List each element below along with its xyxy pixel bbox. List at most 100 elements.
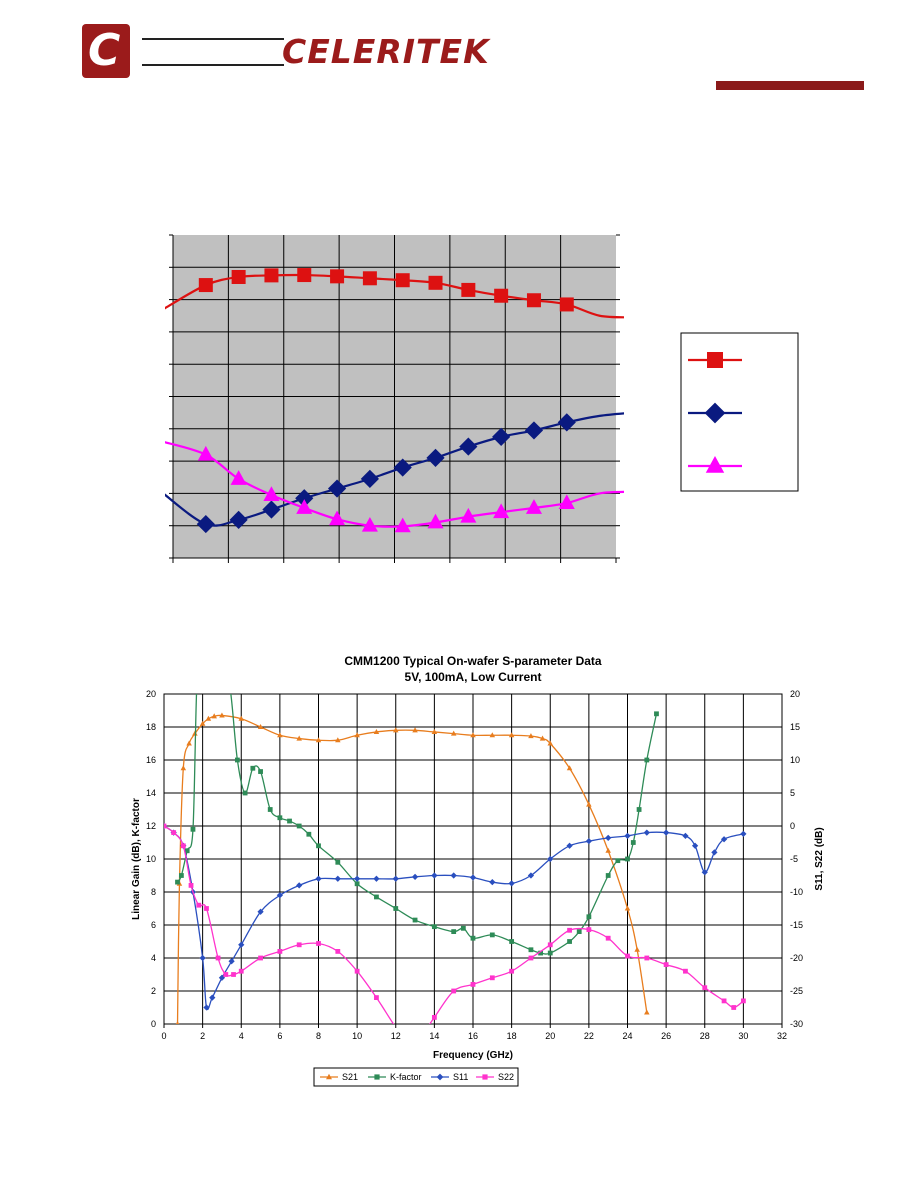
- y-tick-label: 10: [146, 854, 156, 864]
- legend-marker: [705, 456, 725, 473]
- data-point: [287, 818, 292, 824]
- data-point: [412, 727, 418, 733]
- data-point: [257, 724, 264, 730]
- y2-tick-label: 0: [790, 821, 795, 831]
- data-point: [227, 683, 232, 688]
- data-point: [263, 486, 280, 501]
- data-point: [586, 801, 592, 807]
- y-tick-label: 2: [151, 986, 156, 996]
- data-point: [393, 458, 412, 477]
- data-point: [199, 720, 206, 726]
- data-point: [276, 892, 283, 899]
- data-point: [258, 769, 263, 774]
- data-point: [354, 881, 360, 887]
- data-point: [731, 1005, 737, 1010]
- data-point: [528, 947, 534, 953]
- data-point: [196, 902, 202, 908]
- data-point: [394, 517, 411, 533]
- data-point: [215, 955, 221, 961]
- data-point: [615, 858, 621, 864]
- x-tick-label: 6: [277, 1031, 282, 1041]
- data-point: [566, 765, 573, 771]
- data-point: [258, 955, 263, 961]
- data-point: [190, 826, 196, 832]
- data-point: [624, 905, 631, 911]
- data-point: [277, 815, 283, 821]
- data-point: [315, 875, 322, 882]
- data-point: [644, 955, 650, 961]
- data-point: [585, 838, 592, 845]
- data-point: [296, 942, 302, 948]
- x-tick-label: 26: [661, 1031, 671, 1041]
- data-point: [234, 757, 240, 763]
- data-point: [411, 873, 419, 880]
- y2-tick-label: 10: [790, 755, 800, 765]
- data-point: [431, 1015, 437, 1020]
- data-point: [508, 732, 515, 738]
- data-point: [238, 715, 245, 721]
- data-point: [198, 683, 203, 688]
- data-point: [493, 503, 510, 519]
- data-point: [362, 271, 377, 286]
- data-point: [428, 275, 443, 290]
- data-point: [509, 968, 515, 974]
- legend-marker: [374, 1074, 380, 1080]
- data-point: [250, 765, 256, 771]
- data-point: [630, 840, 636, 845]
- y2-tick-label: -10: [790, 887, 803, 897]
- data-point: [654, 711, 659, 717]
- data-point: [489, 975, 495, 981]
- data-point: [194, 683, 199, 688]
- data-point: [451, 929, 457, 934]
- data-point: [361, 516, 378, 532]
- data-point: [316, 843, 321, 849]
- series-3: [165, 441, 624, 533]
- x-axis-label: Frequency (GHz): [433, 1050, 513, 1061]
- data-point: [566, 842, 573, 849]
- data-point: [547, 950, 553, 956]
- logo-rule-bottom: [142, 64, 284, 66]
- data-point: [175, 879, 180, 885]
- data-point: [567, 927, 572, 933]
- legend-marker: [704, 402, 726, 424]
- data-point: [469, 874, 477, 881]
- x-tick-label: 28: [700, 1031, 710, 1041]
- legend-box: [313, 1067, 519, 1087]
- data-point: [605, 834, 612, 841]
- data-point: [489, 878, 496, 886]
- data-point: [431, 924, 437, 930]
- x-tick-label: 22: [584, 1031, 594, 1041]
- data-point: [393, 906, 399, 911]
- legend-marker: [482, 1074, 488, 1080]
- data-point: [180, 765, 187, 771]
- data-point: [634, 946, 640, 952]
- legend-marker: [707, 352, 723, 368]
- x-tick-label: 14: [429, 1031, 439, 1041]
- data-point: [644, 757, 650, 763]
- legend-label: S11: [453, 1072, 468, 1082]
- data-point: [360, 469, 379, 488]
- data-point: [460, 507, 477, 523]
- y2-tick-label: 15: [790, 722, 800, 732]
- data-point: [470, 982, 476, 987]
- data-point: [315, 737, 322, 743]
- x-tick-label: 32: [777, 1031, 787, 1041]
- data-point: [277, 949, 283, 954]
- data-point: [524, 421, 544, 440]
- data-point: [558, 494, 575, 510]
- data-point: [547, 855, 554, 863]
- y-tick-label: 0: [151, 1019, 156, 1029]
- data-point: [223, 972, 229, 977]
- logo-letter: C: [88, 25, 121, 76]
- legend-label: K-factor: [390, 1072, 422, 1082]
- data-point: [528, 955, 534, 961]
- data-point: [683, 968, 688, 974]
- data-point: [277, 732, 283, 738]
- data-point: [296, 499, 313, 514]
- data-point: [198, 278, 213, 293]
- data-point: [238, 968, 244, 974]
- data-point: [470, 935, 476, 941]
- data-point: [180, 843, 186, 849]
- data-point: [210, 683, 215, 688]
- data-point: [489, 932, 495, 938]
